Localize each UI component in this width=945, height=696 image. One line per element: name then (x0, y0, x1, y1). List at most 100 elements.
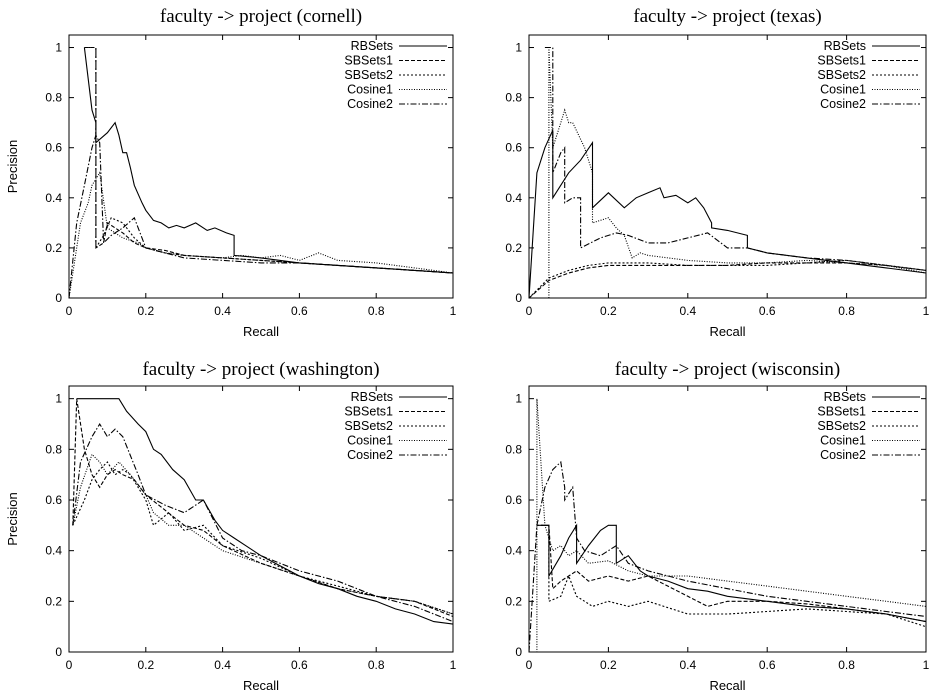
legend-label: RBSets (824, 390, 866, 404)
legend-label: SBSets1 (344, 54, 393, 68)
series-line-cosine2 (69, 133, 453, 298)
x-axis-label: Recall (243, 678, 279, 693)
legend-label: RBSets (824, 39, 866, 53)
legend-label: RBSets (351, 39, 393, 53)
x-tick-label: 0.8 (838, 658, 855, 672)
chart-panel-1: faculty -> project (cornell) 0 0.2 0.4 0.6 0.… (5, 6, 457, 339)
legend-label: RBSets (351, 390, 393, 404)
x-tick-label: 1 (450, 304, 457, 318)
y-tick-label: 0 (515, 645, 522, 659)
chart-panel-4: faculty -> project (wisconsin) 0 0.2 0.4 0.6… (505, 359, 929, 693)
y-tick-label: 0.2 (505, 594, 522, 608)
series-line-sbsets1 (72, 398, 453, 618)
x-tick-label: 0 (526, 304, 533, 318)
legend-label: SBSets1 (817, 54, 866, 68)
chart-title: faculty -> project (washington) (142, 359, 379, 380)
plot-frame (68, 34, 454, 299)
legend-label: SBSets2 (344, 419, 393, 433)
series-line-sbsets1 (529, 262, 926, 298)
y-tick-label: 0.6 (45, 493, 62, 507)
x-tick-label: 0.4 (679, 658, 696, 672)
legend-label: SBSets2 (817, 419, 866, 433)
chart-title: faculty -> project (wisconsin) (615, 359, 840, 380)
x-tick-label: 0.6 (759, 304, 776, 318)
series-line-sbsets1 (540, 524, 926, 623)
legend-label: SBSets2 (817, 68, 866, 82)
y-tick-label: 0.8 (505, 91, 522, 105)
legend-label: SBSets1 (344, 405, 393, 419)
y-tick-label: 0.8 (45, 442, 62, 456)
series-line-rbsets (83, 47, 453, 274)
series-line-rbsets (536, 523, 926, 623)
legend-label: Cosine1 (347, 83, 393, 97)
legend-label: Cosine1 (820, 434, 866, 448)
x-axis-label: Recall (709, 324, 745, 339)
chart-panel-3: faculty -> project (washington) 0 0.2 0.4 0.… (5, 359, 457, 693)
x-tick-label: 0.6 (291, 658, 308, 672)
y-tick-label: 0.8 (45, 91, 62, 105)
chart-panel-2: faculty -> project (texas) 0 0.2 0.4 0.6 0.8 1… (505, 6, 929, 339)
series-line-cosine1 (548, 47, 926, 298)
legend-label: Cosine2 (820, 97, 866, 111)
y-tick-label: 1 (55, 41, 62, 55)
legend-label: Cosine1 (347, 434, 393, 448)
x-tick-label: 0 (66, 658, 73, 672)
series-line-cosine2 (529, 460, 926, 652)
x-tick-label: 0.4 (214, 658, 231, 672)
series-line-cosine1 (69, 171, 453, 298)
y-tick-label: 0.6 (505, 493, 522, 507)
x-tick-label: 1 (923, 658, 930, 672)
series-line-sbsets1 (84, 46, 453, 274)
y-tick-label: 0.4 (505, 544, 522, 558)
y-tick-label: 0.2 (45, 594, 62, 608)
series-line-cosine2 (72, 422, 453, 623)
x-axis-label: Recall (709, 678, 745, 693)
series-line-sbsets2 (529, 259, 926, 298)
x-tick-label: 0.2 (137, 658, 154, 672)
series-line-cosine2 (544, 46, 926, 271)
series-line-cosine1 (72, 453, 453, 615)
x-tick-label: 0.2 (600, 658, 617, 672)
x-tick-label: 0.2 (137, 304, 154, 318)
legend-label: Cosine1 (820, 83, 866, 97)
y-tick-label: 0.4 (505, 191, 522, 205)
y-tick-label: 0 (515, 291, 522, 305)
series-line-cosine1 (529, 398, 926, 652)
legend-label: Cosine2 (347, 97, 393, 111)
y-tick-label: 0.8 (505, 442, 522, 456)
x-tick-label: 0.4 (214, 304, 231, 318)
x-tick-label: 1 (923, 304, 930, 318)
y-tick-label: 1 (515, 41, 522, 55)
x-tick-label: 0.8 (368, 658, 385, 672)
x-tick-label: 0 (526, 658, 533, 672)
y-tick-label: 0 (55, 645, 62, 659)
y-axis-label: Precision (5, 492, 20, 545)
y-tick-label: 1 (515, 392, 522, 406)
plot-frame (68, 385, 454, 653)
plot-frame (528, 385, 927, 653)
chart-title: faculty -> project (texas) (633, 6, 822, 27)
y-tick-label: 0.4 (45, 191, 62, 205)
y-tick-label: 0 (55, 291, 62, 305)
legend-label: SBSets1 (817, 405, 866, 419)
series-line-sbsets2 (536, 524, 926, 628)
x-axis-label: Recall (243, 324, 279, 339)
legend-label: Cosine2 (347, 448, 393, 462)
plot-frame (528, 34, 927, 299)
series-line-rbsets (76, 398, 453, 625)
series-line-sbsets2 (84, 46, 453, 274)
legend-label: Cosine2 (820, 448, 866, 462)
chart-title: faculty -> project (cornell) (160, 6, 362, 27)
y-tick-label: 0.4 (45, 544, 62, 558)
legend-label: SBSets2 (344, 68, 393, 82)
y-tick-label: 0.6 (505, 141, 522, 155)
y-tick-label: 0.6 (45, 141, 62, 155)
x-tick-label: 0.6 (291, 304, 308, 318)
x-tick-label: 1 (450, 658, 457, 672)
x-tick-label: 0.8 (368, 304, 385, 318)
y-tick-label: 0.2 (45, 241, 62, 255)
y-tick-label: 0.2 (505, 241, 522, 255)
y-tick-label: 1 (55, 392, 62, 406)
series-line-sbsets2 (72, 461, 453, 615)
